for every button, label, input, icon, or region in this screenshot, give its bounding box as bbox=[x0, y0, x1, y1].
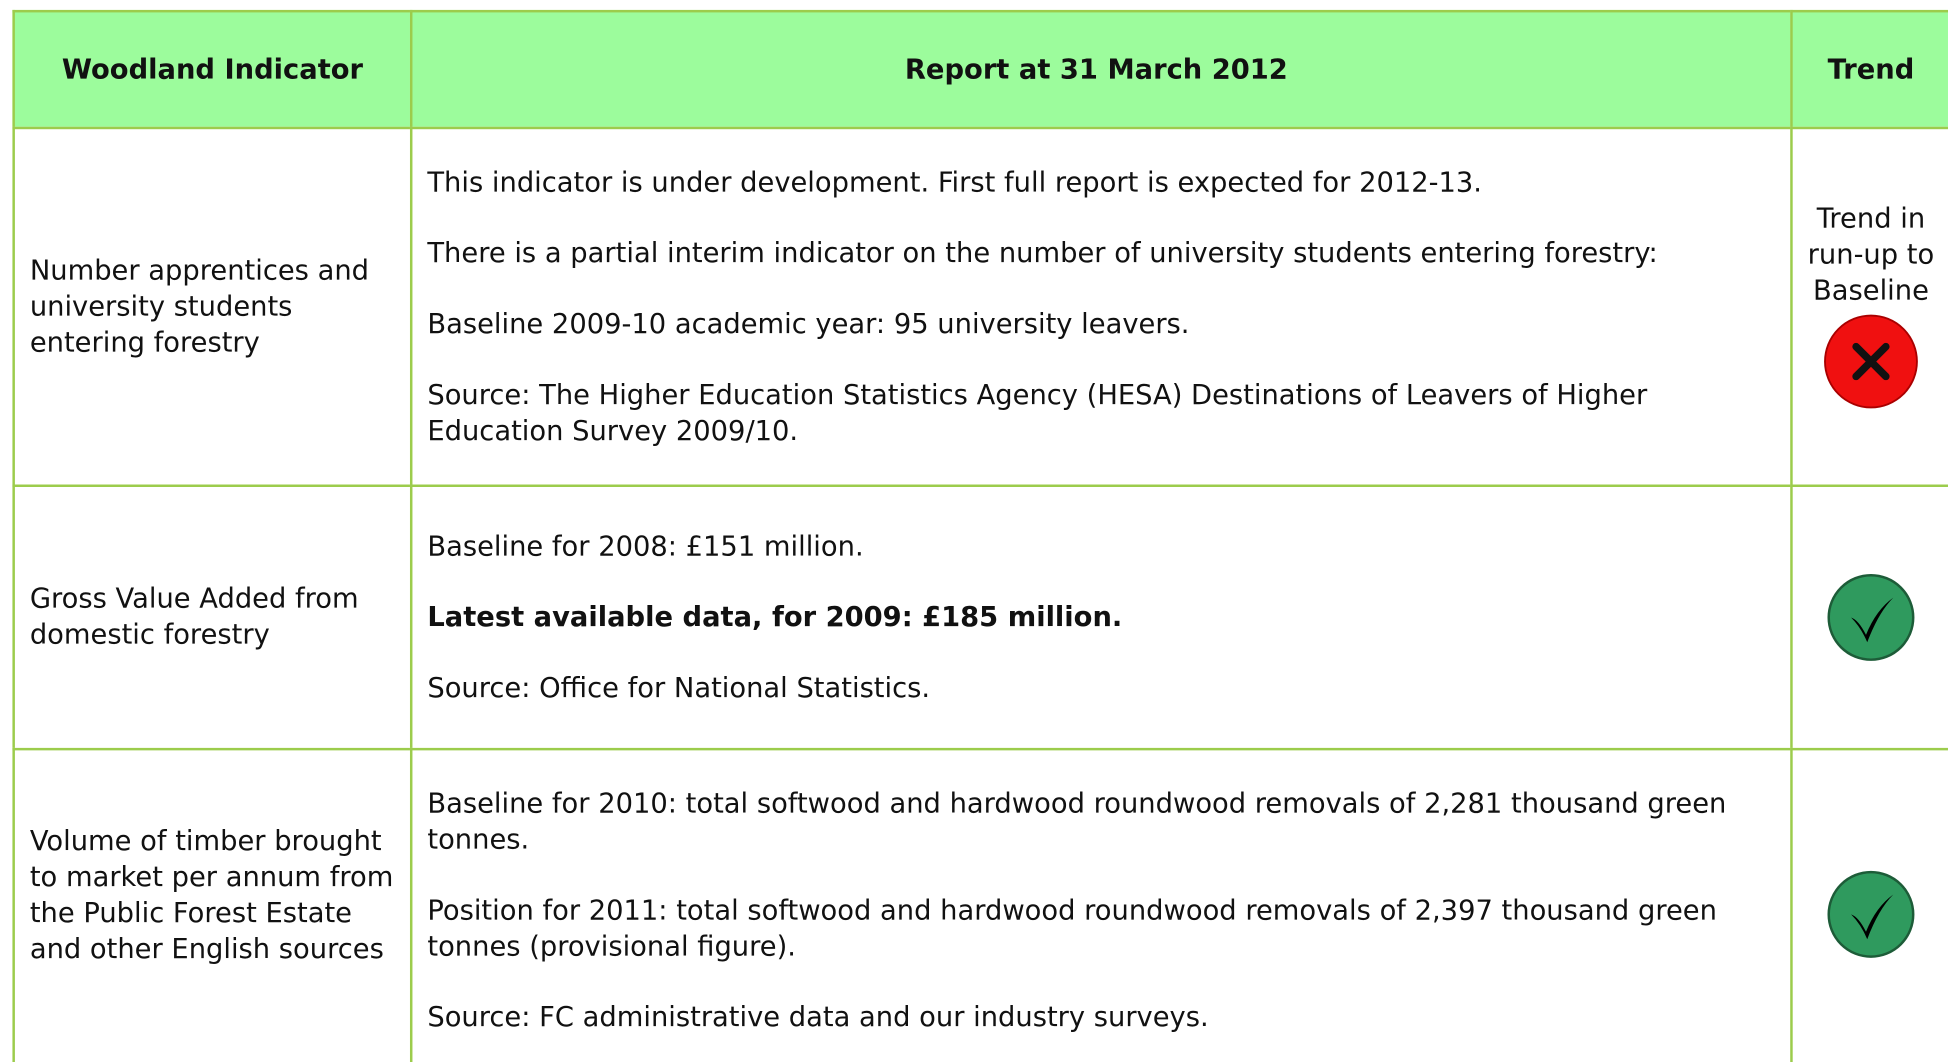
tick-icon bbox=[1827, 573, 1915, 661]
report-paragraph: This indicator is under development. Fir… bbox=[427, 167, 1482, 199]
report-paragraph: Source: Office for National Statistics. bbox=[427, 672, 931, 704]
report-paragraph: Source: The Higher Education Statistics … bbox=[427, 379, 1648, 447]
report-paragraph: Baseline for 2010: total softwood and ha… bbox=[427, 788, 1727, 856]
header-text: Report at 31 March 2012 bbox=[904, 54, 1288, 86]
tick-icon bbox=[1827, 870, 1915, 958]
indicator-cell: Gross Value Added from domestic forestry bbox=[12, 484, 410, 748]
indicator-cell: Number apprentices and university studen… bbox=[12, 126, 410, 485]
report-paragraph: Latest available data, for 2009: £185 mi… bbox=[427, 601, 1123, 633]
header-cell: Woodland Indicator bbox=[12, 9, 410, 127]
trend-label: Trend in run-up to Baseline bbox=[1807, 203, 1935, 307]
report-cell: Baseline for 2008: £151 million. Latest a… bbox=[409, 484, 1791, 748]
report-paragraph: Baseline 2009-10 academic year: 95 unive… bbox=[427, 308, 1190, 340]
indicator: Number apprentices and university studen… bbox=[29, 255, 370, 359]
header-cell: Report at 31 March 2012 bbox=[409, 9, 1791, 127]
trend-cell bbox=[1790, 747, 1948, 1062]
trend-cell: Trend in run-up to Baseline bbox=[1790, 126, 1948, 485]
report-paragraph: Position for 2011: total softwood and ha… bbox=[427, 895, 1717, 963]
report-paragraph: Baseline for 2008: £151 million. bbox=[427, 531, 864, 563]
header-text: Woodland Indicator bbox=[61, 54, 364, 86]
report-paragraph: There is a partial interim indicator on … bbox=[427, 237, 1658, 269]
header-text: Trend bbox=[1827, 54, 1915, 86]
report-cell: This indicator is under development. Fir… bbox=[409, 126, 1791, 485]
report-paragraph: Source: FC administrative data and our i… bbox=[427, 1002, 1209, 1034]
indicator: Volume of timber brought to market per a… bbox=[29, 826, 394, 966]
indicator: Gross Value Added from domestic forestry bbox=[29, 583, 359, 651]
report-cell: Baseline for 2010: total softwood and ha… bbox=[409, 747, 1791, 1062]
cross-icon bbox=[1824, 314, 1918, 409]
indicator-cell: Volume of timber brought to market per a… bbox=[12, 747, 410, 1062]
header-cell: Trend bbox=[1790, 9, 1948, 127]
trend-cell bbox=[1790, 484, 1948, 748]
